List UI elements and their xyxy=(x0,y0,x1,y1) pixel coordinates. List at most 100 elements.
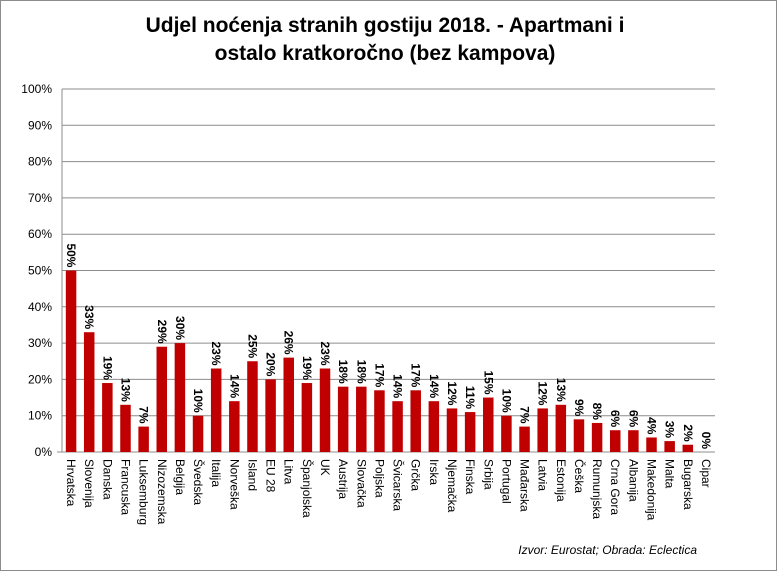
category-label: Slovačka xyxy=(354,459,368,508)
data-label: 9% xyxy=(572,399,586,417)
data-label: 2% xyxy=(681,424,695,442)
category-label: Crna Gora xyxy=(608,459,622,515)
y-tick-label: 70% xyxy=(28,191,52,205)
data-label: 12% xyxy=(445,381,459,405)
y-tick-label: 30% xyxy=(28,336,52,350)
data-label: 15% xyxy=(481,371,495,395)
bar xyxy=(138,426,149,452)
gridlines xyxy=(62,88,715,417)
category-label: Irska xyxy=(427,459,441,485)
category-label: Bugarska xyxy=(681,459,695,510)
data-label: 20% xyxy=(264,352,278,376)
bar xyxy=(210,368,222,452)
data-label: 12% xyxy=(536,381,550,405)
data-label: 8% xyxy=(590,403,604,421)
category-label: Austrija xyxy=(336,459,350,499)
category-label: Finska xyxy=(463,459,477,495)
y-tick-label: 60% xyxy=(28,227,52,241)
bar xyxy=(192,415,204,452)
y-axis-tick-labels: 0% 10% 20% 30% 40% 50% 60% 70% 80% 90% 100% xyxy=(21,82,52,459)
y-tick-label: 10% xyxy=(28,409,52,423)
category-label: Danska xyxy=(100,459,114,500)
data-label: 17% xyxy=(409,363,423,387)
bar xyxy=(555,404,567,452)
data-label: 25% xyxy=(245,334,259,358)
data-label: 10% xyxy=(191,389,205,413)
data-label: 3% xyxy=(663,421,677,439)
data-label: 4% xyxy=(645,417,659,435)
data-label: 14% xyxy=(227,374,241,398)
category-label: Rumunjska xyxy=(590,459,604,519)
y-tick-label: 40% xyxy=(28,300,52,314)
category-label: Poljska xyxy=(372,459,386,498)
bar xyxy=(464,412,476,452)
bar xyxy=(102,383,113,452)
bar xyxy=(156,346,168,452)
bar xyxy=(356,386,367,452)
category-label: Norveška xyxy=(227,459,241,510)
category-label: Luksemburg xyxy=(137,459,151,525)
category-label: Slovenija xyxy=(82,459,96,508)
y-tick-label: 90% xyxy=(28,118,52,132)
data-label: 11% xyxy=(463,386,477,410)
category-label: Hrvatska xyxy=(64,459,78,507)
bar xyxy=(591,422,603,452)
category-label: Italija xyxy=(209,459,223,487)
bar xyxy=(283,357,294,452)
category-label: Srbija xyxy=(481,459,495,490)
data-label: 14% xyxy=(427,374,441,398)
category-label: Mađarska xyxy=(518,459,532,512)
data-label: 26% xyxy=(282,331,296,355)
data-label: 18% xyxy=(354,360,368,384)
category-label: Švicarska xyxy=(391,459,406,511)
category-label: Nizozemska xyxy=(155,459,169,525)
bar xyxy=(428,401,440,452)
bar xyxy=(682,444,694,452)
category-label: Malta xyxy=(663,459,677,489)
bar xyxy=(573,419,585,452)
chart-title-line-1: Udjel noćenja stranih gostiju 2018. - Ap… xyxy=(146,14,625,37)
data-label: 23% xyxy=(318,341,332,365)
bar xyxy=(446,408,458,452)
bar xyxy=(83,332,95,452)
bar xyxy=(174,343,186,452)
data-labels: 50% 33% 19% 13% 7% 29% 30% 10% 23% 14% 25% 20% 26% 19… xyxy=(64,243,713,449)
bar xyxy=(609,430,621,452)
category-label: Francuska xyxy=(118,459,132,515)
bar xyxy=(628,430,639,452)
bar xyxy=(392,401,403,452)
category-label: Albanija xyxy=(626,459,640,502)
bar xyxy=(337,386,349,452)
category-label: Češka xyxy=(572,459,587,493)
bar xyxy=(646,437,657,452)
category-labels: Hrvatska Slovenija Danska Francuska Luksembu… xyxy=(64,459,713,525)
data-label: 19% xyxy=(100,356,114,380)
category-label: Grčka xyxy=(409,459,423,491)
category-label: Španjolska xyxy=(300,459,315,518)
category-label: Belgija xyxy=(173,459,187,495)
data-label: 13% xyxy=(118,378,132,402)
data-label: 50% xyxy=(64,243,78,267)
category-label: UK xyxy=(318,459,332,476)
bar xyxy=(501,415,512,452)
data-label: 23% xyxy=(209,341,223,365)
data-label: 0% xyxy=(699,432,713,450)
bar xyxy=(301,383,313,452)
bar xyxy=(483,397,494,452)
data-label: 7% xyxy=(518,406,532,424)
bar xyxy=(265,379,276,452)
category-label: Island xyxy=(245,459,259,491)
data-label: 17% xyxy=(372,363,386,387)
bar xyxy=(247,361,258,452)
y-tick-label: 100% xyxy=(21,82,52,96)
y-tick-label: 20% xyxy=(28,372,52,386)
category-label: Cipar xyxy=(699,459,713,488)
data-label: 19% xyxy=(300,356,314,380)
bar xyxy=(319,368,331,452)
data-label: 6% xyxy=(626,410,640,428)
category-label: Litva xyxy=(282,459,296,485)
bar xyxy=(120,404,131,452)
bar xyxy=(229,401,240,452)
data-label: 13% xyxy=(554,378,568,402)
category-label: Švedska xyxy=(191,459,206,505)
